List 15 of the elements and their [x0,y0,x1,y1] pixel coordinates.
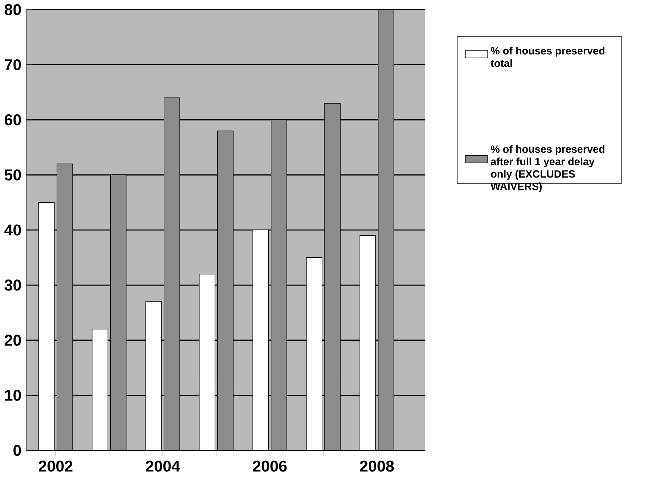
y-tick-label: 50 [4,170,22,181]
y-tick-label: 30 [4,280,22,292]
y-tick-label: 40 [4,224,22,236]
y-tick-label: 0 [14,445,22,456]
y-tick-label: 20 [4,335,22,346]
x-tick-label: 2002 [38,461,73,472]
x-tick-label: 2008 [360,461,394,472]
y-tick-label: 10 [5,390,22,402]
legend-label: % of houses preserved total [490,47,605,68]
y-tick-label: 60 [4,114,22,126]
y-tick-label: 70 [5,60,22,71]
y-tick-label: 80 [4,4,22,16]
x-tick-label: 2006 [253,461,287,472]
legend-label: % of houses preserved after full 1 year delay only (EXCLUDES WAIVERS) [490,146,605,193]
x-tick-label: 2004 [146,461,180,472]
